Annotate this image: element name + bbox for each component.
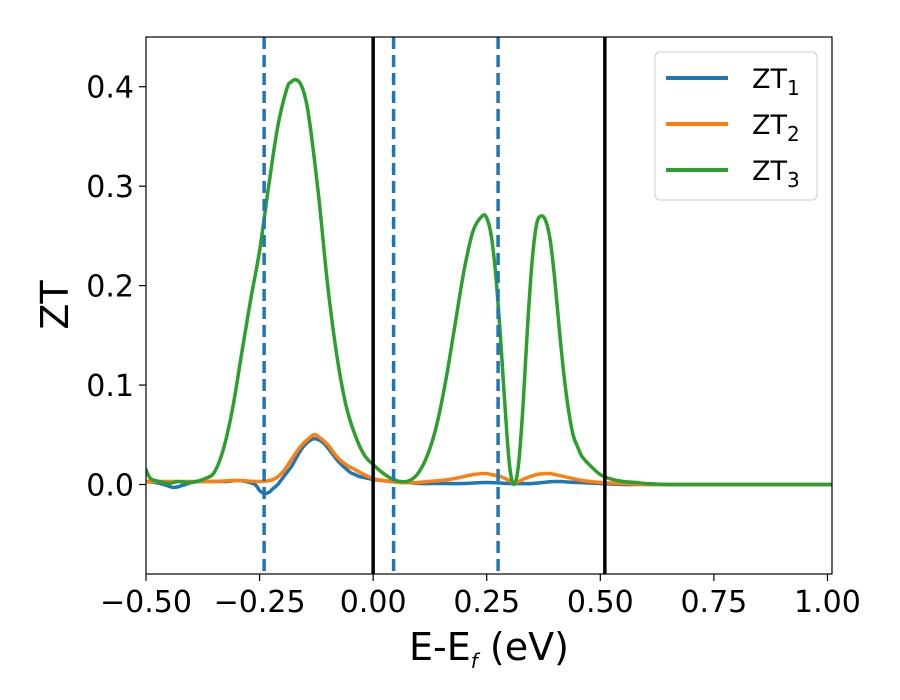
x-tick-label: −0.25 — [214, 585, 306, 620]
legend-label-zt2: ZT2 — [752, 110, 800, 146]
x-axis-label: E-Ef (eV) — [409, 625, 569, 673]
x-tick-label: 0.25 — [453, 585, 520, 620]
y-tick-label: 0.4 — [86, 71, 134, 106]
x-tick-label: −0.50 — [100, 585, 192, 620]
x-tick-label: 0.75 — [680, 585, 747, 620]
x-axis: −0.50 −0.25 0.00 0.25 0.50 0.75 1.00 — [100, 574, 861, 620]
legend-label-zt3: ZT3 — [752, 156, 800, 192]
x-tick-label: 0.50 — [567, 585, 634, 620]
plot-frame — [145, 36, 833, 575]
y-axis: 0.0 0.1 0.2 0.3 0.4 — [86, 71, 146, 504]
legend-entries: ZT1 ZT2 ZT3 — [666, 64, 800, 192]
y-tick-label: 0.3 — [86, 170, 134, 205]
y-tick-label: 0.1 — [86, 369, 134, 404]
series-line-zt3 — [146, 77, 832, 487]
plot-area — [146, 37, 832, 574]
y-axis-label: ZT — [33, 280, 77, 330]
y-tick-label: 0.0 — [86, 469, 134, 504]
y-tick-label: 0.2 — [86, 270, 134, 305]
legend-label-zt1: ZT1 — [752, 64, 800, 100]
legend-box — [654, 51, 818, 201]
x-tick-label: 1.00 — [794, 585, 861, 620]
legend: ZT1 ZT2 ZT3 — [654, 51, 818, 201]
x-tick-label: 0.00 — [340, 585, 407, 620]
series-line-zt2 — [146, 433, 832, 487]
